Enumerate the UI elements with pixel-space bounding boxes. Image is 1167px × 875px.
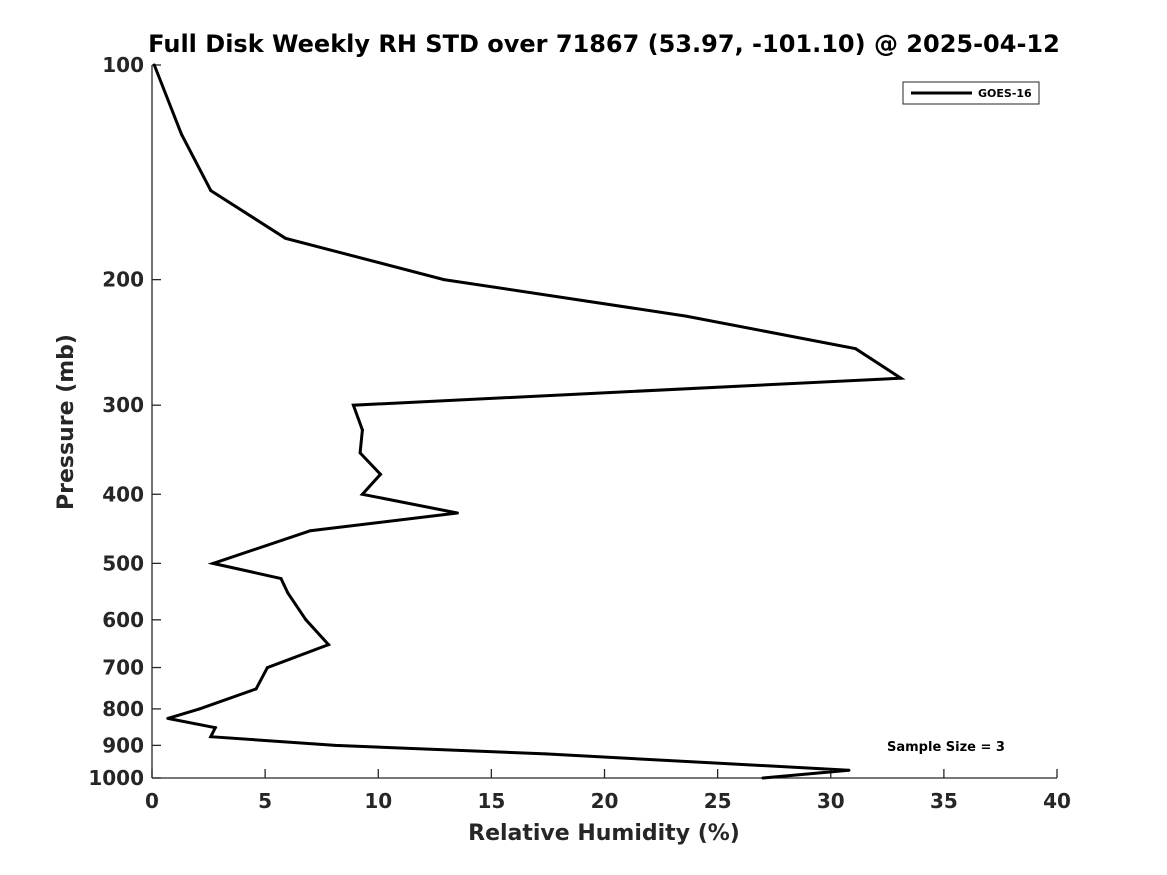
data-point	[684, 314, 688, 318]
data-point	[198, 707, 201, 711]
x-tick-label: 40	[1043, 789, 1071, 813]
data-point	[179, 132, 183, 136]
plot-area	[151, 65, 1057, 779]
data-point	[284, 236, 287, 240]
x-tick-label: 10	[364, 789, 392, 813]
data-point	[442, 278, 446, 282]
data-point	[351, 403, 355, 407]
data-point	[333, 743, 337, 747]
data-point	[279, 577, 283, 580]
y-tick-label: 700	[102, 656, 144, 680]
data-point	[899, 376, 903, 380]
data-point	[308, 529, 312, 533]
x-tick-label: 30	[817, 789, 845, 813]
x-tick-label: 25	[704, 789, 732, 813]
x-axis-ticks: 0 5 10 15 20 25 30 35 40	[145, 769, 1071, 813]
data-point	[358, 451, 362, 455]
data-point	[209, 735, 213, 739]
y-axis-label: Pressure (mb)	[54, 334, 79, 510]
data-point	[254, 687, 258, 691]
x-tick-label: 20	[591, 789, 619, 813]
y-tick-label: 300	[102, 393, 144, 417]
series-line	[152, 64, 906, 780]
series-layer	[152, 63, 906, 780]
data-point	[211, 561, 215, 565]
y-tick-label: 800	[102, 697, 144, 721]
data-point	[847, 768, 851, 772]
legend: GOES-16	[902, 81, 1040, 105]
x-axis-label: Relative Humidity (%)	[468, 821, 740, 846]
data-point	[360, 428, 364, 432]
data-point	[209, 189, 213, 193]
series-goes-16	[152, 63, 906, 780]
y-tick-label: 200	[102, 268, 144, 292]
x-tick-label: 35	[930, 789, 958, 813]
y-tick-label: 100	[102, 53, 144, 77]
data-point	[265, 666, 269, 670]
y-tick-label: 1000	[88, 766, 144, 790]
x-tick-label: 15	[477, 789, 505, 813]
data-point	[286, 591, 290, 595]
y-tick-label: 400	[102, 482, 144, 506]
data-point	[213, 726, 217, 730]
data-point	[152, 63, 156, 67]
y-axis-ticks: 100 200 300 400 500 600 700 800 900 1000	[88, 53, 161, 790]
data-point	[455, 511, 459, 515]
data-point	[166, 716, 170, 720]
chart-title: Full Disk Weekly RH STD over 71867 (53.9…	[148, 30, 1060, 58]
data-point	[544, 752, 548, 756]
data-point	[304, 618, 308, 622]
data-point	[327, 643, 330, 647]
sample-size-annotation: Sample Size = 3	[887, 740, 1005, 755]
data-point	[854, 347, 858, 351]
data-point	[360, 492, 364, 496]
y-tick-label: 500	[102, 551, 144, 575]
y-tick-label: 600	[102, 608, 144, 632]
legend-label-goes-16: GOES-16	[978, 87, 1032, 100]
y-tick-label: 900	[102, 733, 144, 757]
x-tick-label: 0	[145, 789, 159, 813]
data-point	[379, 472, 382, 476]
data-point	[761, 776, 765, 780]
x-tick-label: 5	[258, 789, 272, 813]
